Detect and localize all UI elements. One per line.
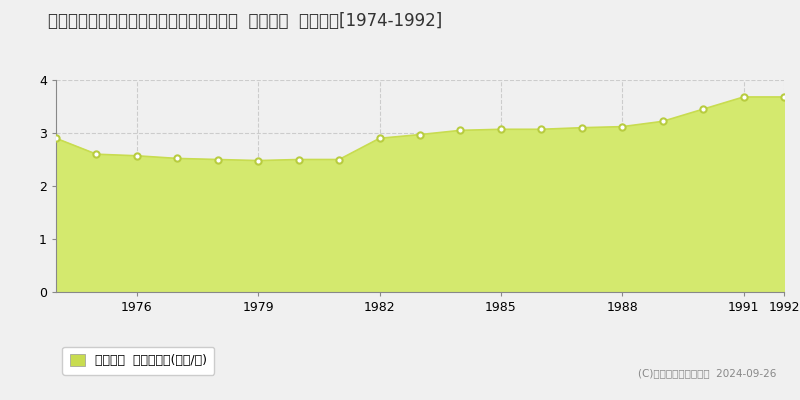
Text: 茨城県北相馬郡利根町大房字谷津４６０番  公示地価  地価推移[1974-1992]: 茨城県北相馬郡利根町大房字谷津４６０番 公示地価 地価推移[1974-1992] [48, 12, 442, 30]
Legend: 公示地価  平均坪単価(万円/坪): 公示地価 平均坪単価(万円/坪) [62, 347, 214, 375]
Text: (C)土地価格ドットコム  2024-09-26: (C)土地価格ドットコム 2024-09-26 [638, 368, 776, 378]
